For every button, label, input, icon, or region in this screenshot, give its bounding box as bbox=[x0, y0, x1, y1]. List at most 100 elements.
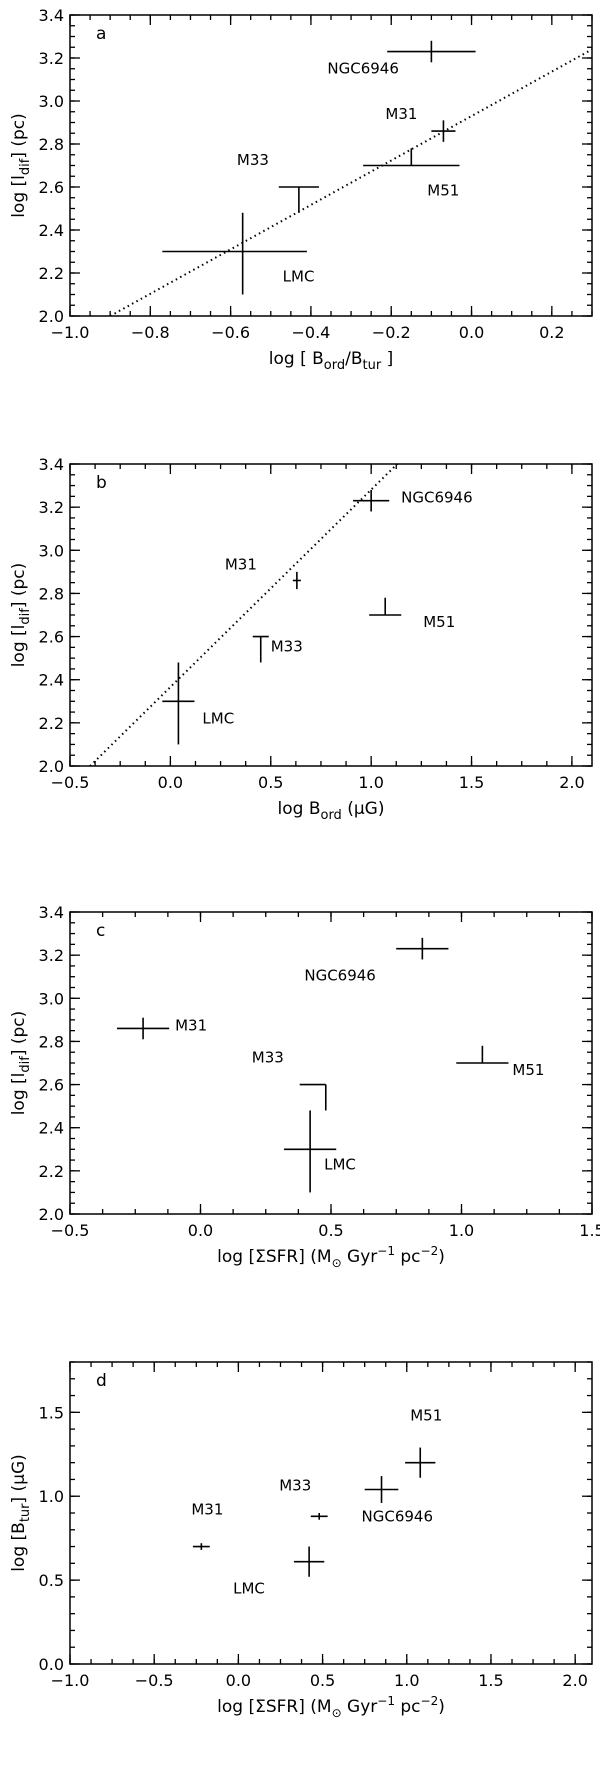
point-label: NGC6946 bbox=[401, 489, 473, 507]
y-tick-label: 3.0 bbox=[39, 92, 64, 111]
y-tick-label: 2.8 bbox=[39, 135, 64, 154]
y-axis-label: log [ldif] (pc) bbox=[9, 1011, 33, 1116]
y-tick-label: 3.4 bbox=[39, 455, 64, 474]
y-tick-label: 2.4 bbox=[39, 221, 64, 240]
data-point-m31: M31 bbox=[225, 555, 301, 590]
data-point-lmc: LMC bbox=[284, 1110, 356, 1193]
x-tick-label: −0.5 bbox=[51, 1221, 90, 1240]
point-label: M51 bbox=[410, 1407, 442, 1425]
point-label: LMC bbox=[324, 1155, 356, 1173]
data-point-ngc6946: NGC6946 bbox=[362, 1476, 434, 1526]
point-label: M33 bbox=[252, 1049, 284, 1067]
x-tick-label: 1.0 bbox=[394, 1671, 419, 1690]
data-point-lmc: LMC bbox=[162, 212, 315, 295]
point-label: NGC6946 bbox=[362, 1508, 434, 1526]
x-tick-label: −1.0 bbox=[51, 323, 90, 342]
data-point-m33: M33 bbox=[279, 1476, 328, 1520]
panel-b: −0.5 0.0 0.5 1.0 1.5 2.0 2.0 2.2 2.4 2.6 2.8 3.0 3.2… bbox=[9, 455, 593, 823]
x-tick-label: 1.5 bbox=[579, 1221, 600, 1240]
y-tick-label: 2.0 bbox=[39, 307, 64, 326]
point-label: M31 bbox=[225, 555, 257, 573]
x-tick-label: 0.5 bbox=[258, 773, 283, 792]
x-tick-label: −0.2 bbox=[372, 323, 411, 342]
x-tick-label: 2.0 bbox=[559, 773, 584, 792]
x-tick-label: 1.0 bbox=[358, 773, 383, 792]
y-axis-label: log [Btur] (μG) bbox=[9, 1454, 33, 1572]
y-tick-label: 2.2 bbox=[39, 1162, 64, 1181]
y-tick-label: 2.6 bbox=[39, 178, 64, 197]
x-tick-label: 0.0 bbox=[158, 773, 183, 792]
x-tick-label: 0.0 bbox=[459, 323, 484, 342]
x-tick-label: −0.5 bbox=[51, 773, 90, 792]
x-tick-label: −1.0 bbox=[51, 1671, 90, 1690]
point-label: M33 bbox=[237, 151, 269, 169]
point-label: LMC bbox=[233, 1580, 265, 1598]
data-point-lmc: LMC bbox=[233, 1546, 325, 1598]
x-tick-label: 0.2 bbox=[539, 323, 564, 342]
y-tick-label: 2.4 bbox=[39, 1119, 64, 1138]
panel-letter: a bbox=[96, 24, 106, 44]
plot-frame bbox=[69, 463, 593, 767]
y-tick-label: 1.0 bbox=[39, 1487, 64, 1506]
x-tick-label: 1.5 bbox=[459, 773, 484, 792]
x-tick-label: 0.5 bbox=[310, 1671, 335, 1690]
panel-letter: d bbox=[96, 1371, 107, 1391]
data-point-ngc6946: NGC6946 bbox=[353, 489, 473, 512]
y-tick-label: 2.6 bbox=[39, 628, 64, 647]
x-axis-label: log [ΣSFR] (M⊙ Gyr−1 pc−2) bbox=[217, 1244, 445, 1270]
x-axis-label: log [ Bord/Btur ] bbox=[269, 349, 393, 373]
y-tick-label: 1.5 bbox=[39, 1403, 64, 1422]
panel-d: −1.0 −0.5 0.0 0.5 1.0 1.5 2.0 0.0 0.5 1.0 1.5 M51 NG… bbox=[9, 1361, 593, 1720]
y-tick-label: 2.6 bbox=[39, 1076, 64, 1095]
x-tick-label: 0.0 bbox=[226, 1671, 251, 1690]
y-tick-label: 2.2 bbox=[39, 714, 64, 733]
y-tick-label: 3.0 bbox=[39, 989, 64, 1008]
point-label: M31 bbox=[385, 105, 417, 123]
x-tick-label: 1.5 bbox=[478, 1671, 503, 1690]
point-label: M33 bbox=[279, 1476, 311, 1494]
point-label: NGC6946 bbox=[304, 967, 376, 985]
x-tick-label: 0.0 bbox=[188, 1221, 213, 1240]
x-tick-label: −0.6 bbox=[211, 323, 250, 342]
panel-a: −1.0 −0.8 −0.6 −0.4 −0.2 0.0 0.2 2.0 2.2 2.4 2.6 2.… bbox=[9, 6, 593, 373]
x-tick-label: −0.5 bbox=[135, 1671, 174, 1690]
point-label: M33 bbox=[271, 638, 303, 656]
panel-letter: b bbox=[96, 473, 107, 493]
y-tick-label: 2.2 bbox=[39, 264, 64, 283]
data-point-m31: M31 bbox=[116, 1016, 207, 1040]
x-tick-label: −0.4 bbox=[291, 323, 330, 342]
x-tick-label: −0.8 bbox=[131, 323, 170, 342]
y-tick-label: 3.4 bbox=[39, 6, 64, 25]
y-tick-label: 3.2 bbox=[39, 49, 64, 68]
y-axis-label: log [ldif] (pc) bbox=[9, 113, 33, 218]
point-label: M51 bbox=[512, 1061, 544, 1079]
point-label: LMC bbox=[202, 709, 234, 727]
data-point-m33: M33 bbox=[252, 1049, 327, 1111]
panel-letter: c bbox=[96, 921, 105, 941]
point-label: M31 bbox=[175, 1016, 207, 1034]
point-label: M51 bbox=[427, 182, 459, 200]
y-tick-label: 3.4 bbox=[39, 903, 64, 922]
data-point-m33: M33 bbox=[252, 635, 303, 663]
data-point-m51: M51 bbox=[363, 148, 460, 200]
data-point-m33: M33 bbox=[237, 151, 319, 213]
plot-frame bbox=[69, 1361, 593, 1665]
y-tick-label: 2.8 bbox=[39, 584, 64, 603]
data-point-m51: M51 bbox=[456, 1045, 544, 1079]
data-point-m51: M51 bbox=[369, 597, 455, 631]
y-axis-label: log [ldif] (pc) bbox=[9, 563, 33, 668]
x-tick-label: 1.0 bbox=[449, 1221, 474, 1240]
y-tick-label: 2.4 bbox=[39, 671, 64, 690]
data-point-ngc6946: NGC6946 bbox=[304, 937, 449, 985]
y-tick-label: 2.0 bbox=[39, 1205, 64, 1224]
y-tick-label: 2.0 bbox=[39, 757, 64, 776]
y-tick-label: 3.2 bbox=[39, 946, 64, 965]
point-label: LMC bbox=[283, 268, 315, 286]
panel-c: −0.5 0.0 0.5 1.0 1.5 2.0 2.2 2.4 2.6 2.8 3.0 3.2 3.4… bbox=[9, 903, 600, 1270]
x-tick-label: 0.5 bbox=[318, 1221, 343, 1240]
point-label: M51 bbox=[423, 613, 455, 631]
data-point-m31: M31 bbox=[191, 1501, 223, 1550]
y-tick-label: 3.2 bbox=[39, 498, 64, 517]
x-tick-label: 2.0 bbox=[562, 1671, 587, 1690]
data-point-lmc: LMC bbox=[162, 662, 234, 745]
